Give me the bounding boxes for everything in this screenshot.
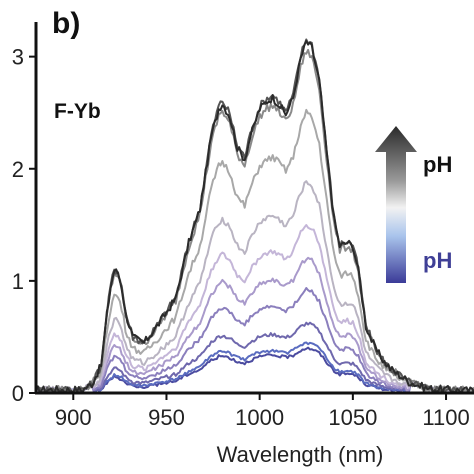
spectrum-line — [35, 108, 474, 394]
y-tick-label: 0 — [12, 381, 24, 406]
panel-label: b) — [52, 7, 80, 40]
x-tick-label: 950 — [148, 405, 185, 430]
spectrum-line — [35, 40, 474, 394]
x-axis-title: Wavelength (nm) — [217, 442, 384, 467]
y-tick-label: 1 — [12, 269, 24, 294]
spectrum-line — [35, 321, 474, 393]
x-tick-label: 1050 — [328, 405, 377, 430]
ph-gradient-arrow — [375, 126, 417, 283]
y-tick-label: 3 — [12, 45, 24, 70]
y-tick-label: 2 — [12, 157, 24, 182]
tick-layer: 900 950 1000 1050 1100 0 1 2 3 — [12, 45, 470, 430]
x-tick-label: 900 — [55, 405, 92, 430]
spectrum-line — [35, 256, 474, 393]
x-tick-label: 1100 — [422, 405, 469, 430]
ph-gradient-legend: pH pH — [375, 126, 452, 283]
ph-bottom-label: pH — [423, 248, 452, 273]
ph-top-label: pH — [423, 152, 452, 177]
series-layer — [35, 38, 474, 394]
sample-label: F-Yb — [54, 100, 101, 123]
spectrum-line — [35, 180, 474, 394]
x-tick-label: 1000 — [235, 405, 284, 430]
